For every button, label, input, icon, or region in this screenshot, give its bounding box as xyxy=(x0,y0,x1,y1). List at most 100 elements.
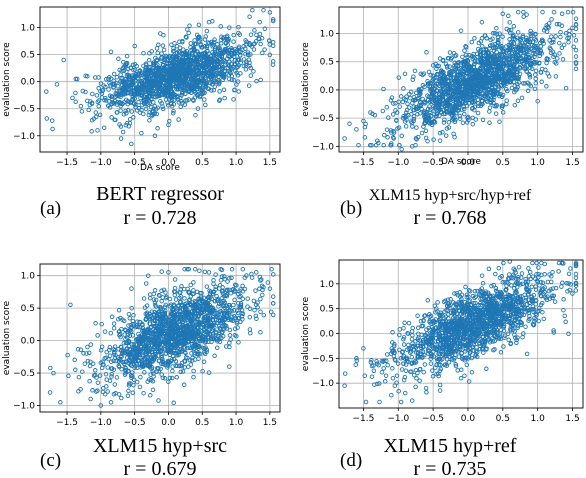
data-point xyxy=(221,87,227,93)
data-point xyxy=(182,77,187,82)
data-point xyxy=(155,105,160,110)
data-point xyxy=(217,89,222,94)
data-point xyxy=(267,10,273,15)
data-point xyxy=(232,50,237,56)
data-point xyxy=(270,18,276,24)
x-tick-label: 0.5 xyxy=(496,158,510,168)
x-tick-label: 1.5 xyxy=(263,418,277,428)
data-point xyxy=(142,68,148,74)
data-point xyxy=(147,118,152,123)
y-tick-label: −1.0 xyxy=(13,402,35,412)
data-point xyxy=(227,25,232,30)
data-point xyxy=(573,54,579,59)
data-point xyxy=(158,56,164,61)
data-point xyxy=(191,48,197,53)
x-tick-label: 1.5 xyxy=(263,158,277,168)
data-point xyxy=(251,42,256,47)
data-point xyxy=(236,44,242,50)
data-point xyxy=(180,54,186,60)
data-point xyxy=(118,72,123,77)
data-point xyxy=(262,26,268,32)
data-point xyxy=(138,72,144,78)
x-tick-label: 0.5 xyxy=(195,418,209,428)
panel-letter: (c) xyxy=(40,450,61,471)
data-point xyxy=(222,46,228,52)
scatter-points xyxy=(44,7,276,147)
data-point xyxy=(174,56,179,62)
y-tick-label: 1.0 xyxy=(320,30,335,40)
data-point xyxy=(178,104,183,109)
data-point xyxy=(73,90,78,96)
data-point xyxy=(129,109,135,114)
data-point xyxy=(430,63,436,68)
data-point xyxy=(385,135,390,140)
data-point xyxy=(215,46,221,52)
data-point xyxy=(195,55,201,60)
data-point xyxy=(236,24,241,30)
data-point xyxy=(147,90,152,96)
data-point xyxy=(212,46,218,51)
data-point xyxy=(123,122,129,128)
x-tick-label: 0.0 xyxy=(161,158,176,168)
x-tick-label: 1.0 xyxy=(531,158,546,168)
data-point xyxy=(373,142,379,148)
data-point xyxy=(78,103,84,109)
data-point xyxy=(199,76,204,81)
data-point xyxy=(201,97,207,102)
data-point xyxy=(199,85,205,90)
data-point xyxy=(134,91,139,97)
data-point xyxy=(254,78,259,84)
data-point xyxy=(109,115,114,120)
data-point xyxy=(163,97,169,102)
data-point xyxy=(216,64,221,70)
data-point xyxy=(262,47,267,52)
y-tick-label: 0.0 xyxy=(21,78,36,88)
data-point xyxy=(229,52,235,58)
data-point xyxy=(108,49,114,55)
y-tick-label: 1.0 xyxy=(21,272,36,282)
data-point xyxy=(184,75,189,80)
data-point xyxy=(141,50,146,56)
data-point xyxy=(106,76,111,82)
data-point xyxy=(153,68,159,74)
data-point xyxy=(186,51,191,56)
data-point xyxy=(226,48,232,53)
data-point xyxy=(218,24,224,29)
y-tick-label: 0.0 xyxy=(320,86,335,96)
data-point xyxy=(96,86,101,91)
data-point xyxy=(146,64,151,70)
data-point xyxy=(162,76,167,82)
data-point xyxy=(127,120,133,126)
data-point xyxy=(118,108,123,113)
data-point xyxy=(212,37,217,42)
data-point xyxy=(221,58,226,63)
data-point xyxy=(237,32,243,37)
data-point xyxy=(120,129,126,135)
data-point xyxy=(246,83,252,88)
data-point xyxy=(118,78,123,84)
data-point xyxy=(257,31,263,37)
data-point xyxy=(224,33,230,39)
data-point xyxy=(160,43,166,48)
data-point xyxy=(96,104,101,109)
data-point xyxy=(244,39,249,45)
data-point xyxy=(223,41,229,46)
data-point xyxy=(238,52,243,58)
data-point xyxy=(110,94,115,99)
data-point xyxy=(245,50,251,55)
data-point xyxy=(107,81,112,86)
data-point xyxy=(266,38,272,44)
data-point xyxy=(155,126,160,131)
correlation-label: r = 0.679 xyxy=(124,458,197,478)
x-tick-label: −1.0 xyxy=(90,158,112,168)
data-point xyxy=(181,47,186,52)
correlation-label: r = 0.728 xyxy=(124,207,197,229)
data-point xyxy=(243,63,249,68)
data-point xyxy=(203,102,208,108)
data-point xyxy=(168,94,174,100)
data-point xyxy=(247,14,252,19)
data-point xyxy=(139,80,145,86)
data-point xyxy=(44,89,49,94)
data-point xyxy=(212,84,218,89)
data-point xyxy=(160,62,166,68)
